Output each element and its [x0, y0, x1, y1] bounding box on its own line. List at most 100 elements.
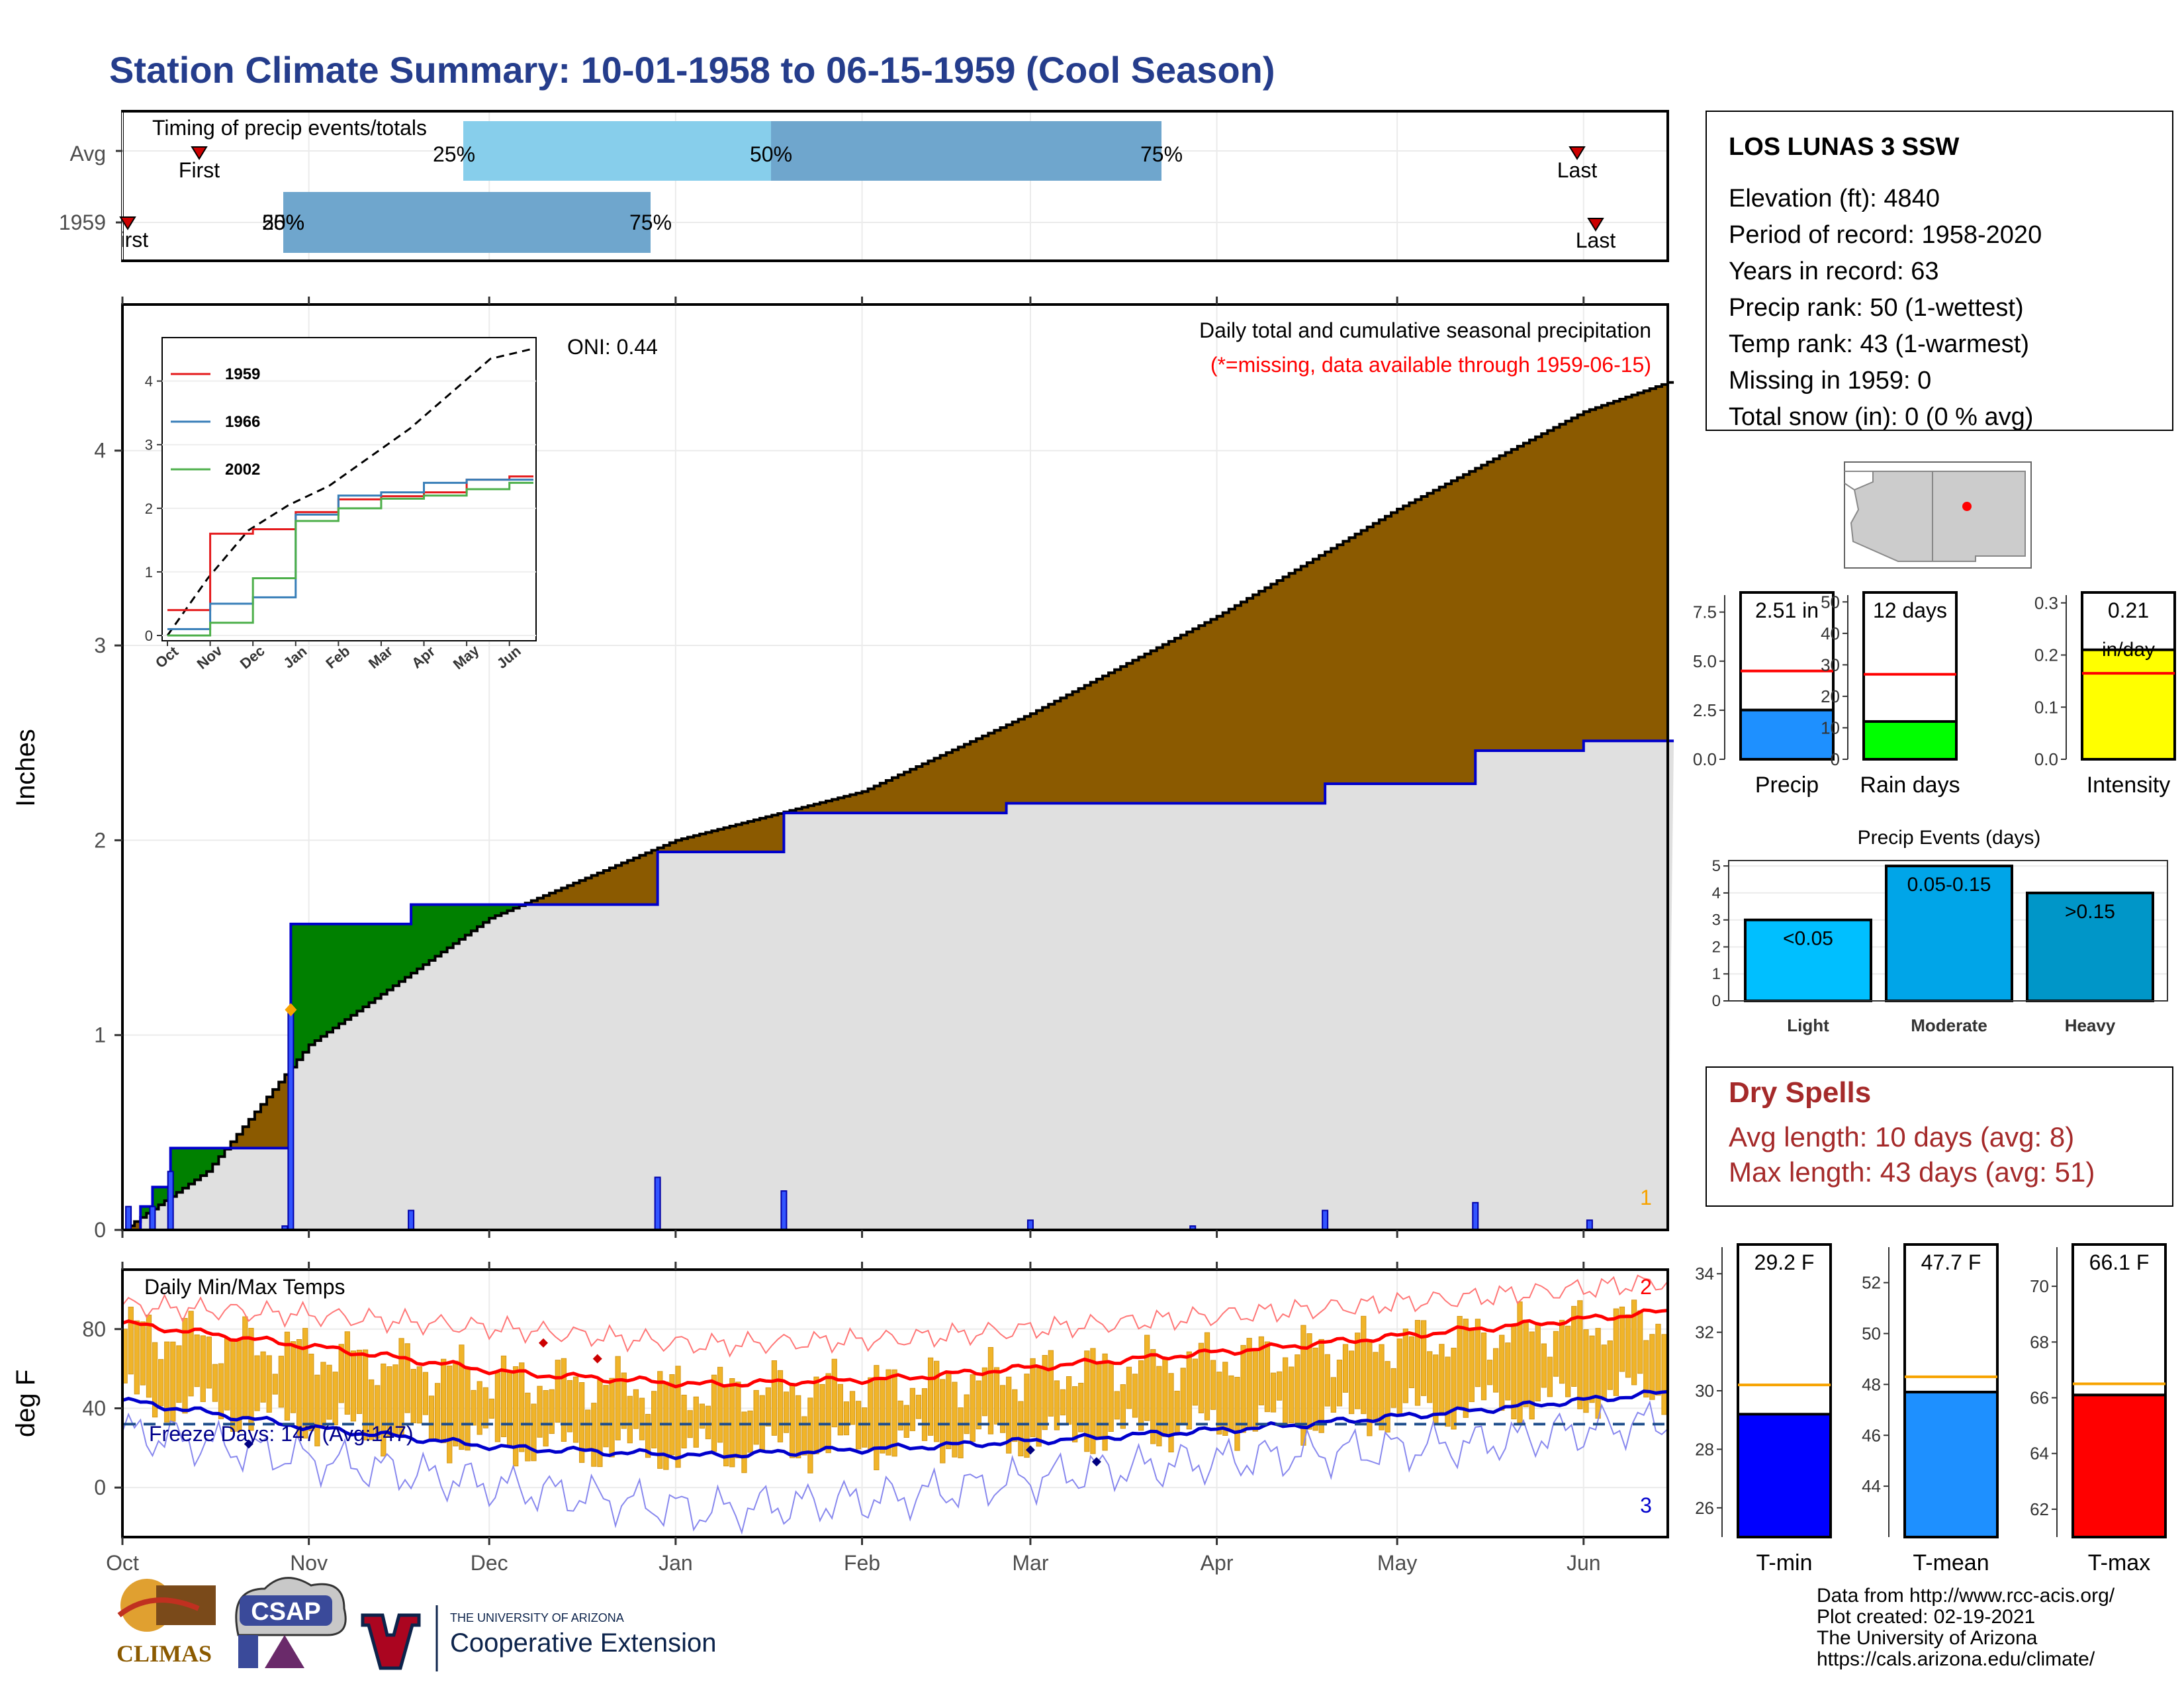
temp-y-tick-label: 0 [94, 1476, 106, 1499]
events-y-tick-label: 2 [1712, 938, 1721, 956]
csap-logo: CSAP [235, 1577, 347, 1668]
mini-value-bar [1737, 1413, 1832, 1539]
precip-corner-count: 1 [1640, 1186, 1652, 1209]
daily-precip-bar [125, 1205, 132, 1231]
mini-value-unit: in/day [2102, 639, 2155, 661]
temp-x-tick-label: Nov [290, 1551, 328, 1575]
average-cumulative-line [122, 381, 1674, 1231]
ua-logo: THE UNIVERSITY OF ARIZONA Cooperative Ex… [361, 1605, 716, 1671]
mini-value-bar [2071, 1393, 2167, 1538]
mini-value-bar [1862, 720, 1958, 761]
precip-y-tick-label: 3 [94, 633, 106, 657]
avg-last-marker [1569, 146, 1586, 160]
inset-legend-label: 1959 [225, 365, 260, 383]
station-line-temp-rank: Temp rank: 43 (1-warmest) [1729, 330, 2029, 358]
temp-y-label: deg F [11, 1370, 40, 1437]
year-pct-75: 75% [629, 211, 672, 234]
year-first-marker [119, 216, 136, 230]
year-cumulative-line [122, 739, 1674, 1231]
footer-line-4: https://cals.arizona.edu/climate/ [1817, 1648, 2095, 1670]
mini-category-label: T-max [2088, 1550, 2150, 1575]
mini-y-tick-label: 44 [1862, 1476, 1881, 1496]
temp-x-tick-label: Jan [659, 1551, 693, 1575]
oni-text: ONI: 0.44 [567, 335, 658, 359]
daily-precip-bar [167, 1170, 174, 1231]
station-info-box: LOS LUNAS 3 SSW Elevation (ft): 4840 Per… [1706, 111, 2173, 431]
year-last-label: Last [1576, 228, 1616, 252]
mini-y-tick-label: 0.0 [1693, 749, 1717, 769]
mini-category-label: T-mean [1913, 1550, 1989, 1575]
mini-category-label: Rain days [1860, 773, 1960, 798]
events-bar-label: <0.05 [1783, 928, 1833, 950]
inset-series-1966 [167, 479, 533, 630]
station-line-precip-rank: Precip rank: 50 (1-wettest) [1729, 294, 2024, 322]
mini-y-tick-label: 50 [1862, 1324, 1881, 1344]
avg-first-marker [191, 146, 208, 160]
new-mexico-shape [1932, 471, 2026, 562]
inset-average-line [166, 348, 531, 636]
page-title: Station Climate Summary: 10-01-1958 to 0… [109, 49, 1275, 91]
mini-y-tick-label: 2.5 [1693, 700, 1717, 720]
events-bar-label: >0.15 [2065, 901, 2115, 923]
mini-temp-charts: 26 28 30 32 34 29.2 F T-min 44 46 48 50 52 47.7 F T-m… [1695, 1243, 2167, 1575]
events-bar-label: 0.05-0.15 [1907, 874, 1991, 896]
temp-x-tick-label: Oct [106, 1551, 139, 1575]
dry-title: Dry Spells [1729, 1076, 1871, 1109]
average-min-line [122, 1389, 1668, 1460]
footer-line-3: The University of Arizona [1817, 1627, 2038, 1649]
events-y-tick-label: 5 [1712, 857, 1721, 875]
precip-y-tick-label: 4 [94, 439, 106, 463]
inset-legend-label: 2002 [225, 461, 260, 479]
csap-text: CSAP [251, 1598, 321, 1626]
events-bar [1885, 865, 2013, 1002]
temp-x-tick-label: Dec [471, 1551, 508, 1575]
dry-avg-length: Avg length: 10 days (avg: 8) [1729, 1121, 2074, 1152]
mini-y-tick-label: 30 [1695, 1381, 1714, 1401]
mini-value-label: 0.21 [2108, 598, 2149, 622]
temp-title: Daily Min/Max Temps [144, 1275, 345, 1299]
mini-value-bar [2081, 648, 2176, 761]
mini-y-tick-label: 10 [1821, 718, 1840, 737]
record-marker [244, 1439, 253, 1449]
station-line-period: Period of record: 1958-2020 [1729, 221, 2042, 249]
dry-spells-box: Dry Spells Avg length: 10 days (avg: 8) … [1706, 1066, 2173, 1207]
mini-y-tick-label: 50 [1821, 592, 1840, 612]
avg-first-label: First [179, 158, 220, 182]
events-category-label: Moderate [1911, 1015, 1987, 1035]
events-y-tick-label: 1 [1712, 965, 1721, 983]
year-pct-25: 25% [262, 211, 304, 234]
missing-note: (*=missing, data available through 1959-… [1210, 353, 1651, 377]
record-min-count: 3 [1640, 1493, 1652, 1517]
year-pct-50: 50% [262, 211, 304, 234]
mini-value-label: 2.51 in [1755, 598, 1819, 622]
daily-precip-bar [654, 1176, 661, 1231]
mini-value-label: 47.7 F [1921, 1250, 1981, 1274]
mini-y-tick-label: 62 [2030, 1499, 2049, 1519]
freeze-days-text: Freeze Days: 147 (Avg:147) [149, 1422, 414, 1446]
mini-y-tick-label: 0.1 [2034, 697, 2058, 717]
mini-value-label: 66.1 F [2089, 1250, 2150, 1274]
mini-value-bar [1739, 708, 1835, 761]
footer: CLIMAS CSAP THE UNIVERSITY OF ARIZONA Co… [116, 1577, 2115, 1671]
mini-y-tick-label: 48 [1862, 1374, 1881, 1394]
mini-y-tick-label: 0.0 [2034, 749, 2058, 769]
mini-y-tick-label: 32 [1695, 1323, 1714, 1342]
ua-big-text: Cooperative Extension [450, 1628, 716, 1658]
inset-legend-label: 1966 [225, 413, 260, 431]
mini-y-tick-label: 0 [1831, 749, 1840, 769]
mini-category-label: Precip [1755, 773, 1819, 798]
dry-max-length: Max length: 43 days (avg: 51) [1729, 1156, 2095, 1188]
events-y-tick-label: 3 [1712, 912, 1721, 929]
precip-subtitle: Daily total and cumulative seasonal prec… [1199, 318, 1651, 342]
footer-line-2: Plot created: 02-19-2021 [1817, 1606, 2035, 1628]
mini-y-tick-label: 64 [2030, 1444, 2049, 1464]
precip-y-tick-label: 1 [94, 1023, 106, 1047]
mini-y-tick-label: 40 [1821, 624, 1840, 643]
inset-y-tick-label: 2 [145, 500, 153, 517]
mini-y-tick-label: 28 [1695, 1439, 1714, 1459]
events-category-label: Heavy [2065, 1015, 2116, 1035]
precip-panel: 0 1 2 3 4 Inches ONI: 0.44 Daily total and c… [11, 297, 1674, 1242]
avg-last-label: Last [1557, 158, 1598, 182]
mini-value-bar [1903, 1390, 1999, 1538]
climas-text: CLIMAS [116, 1640, 212, 1667]
